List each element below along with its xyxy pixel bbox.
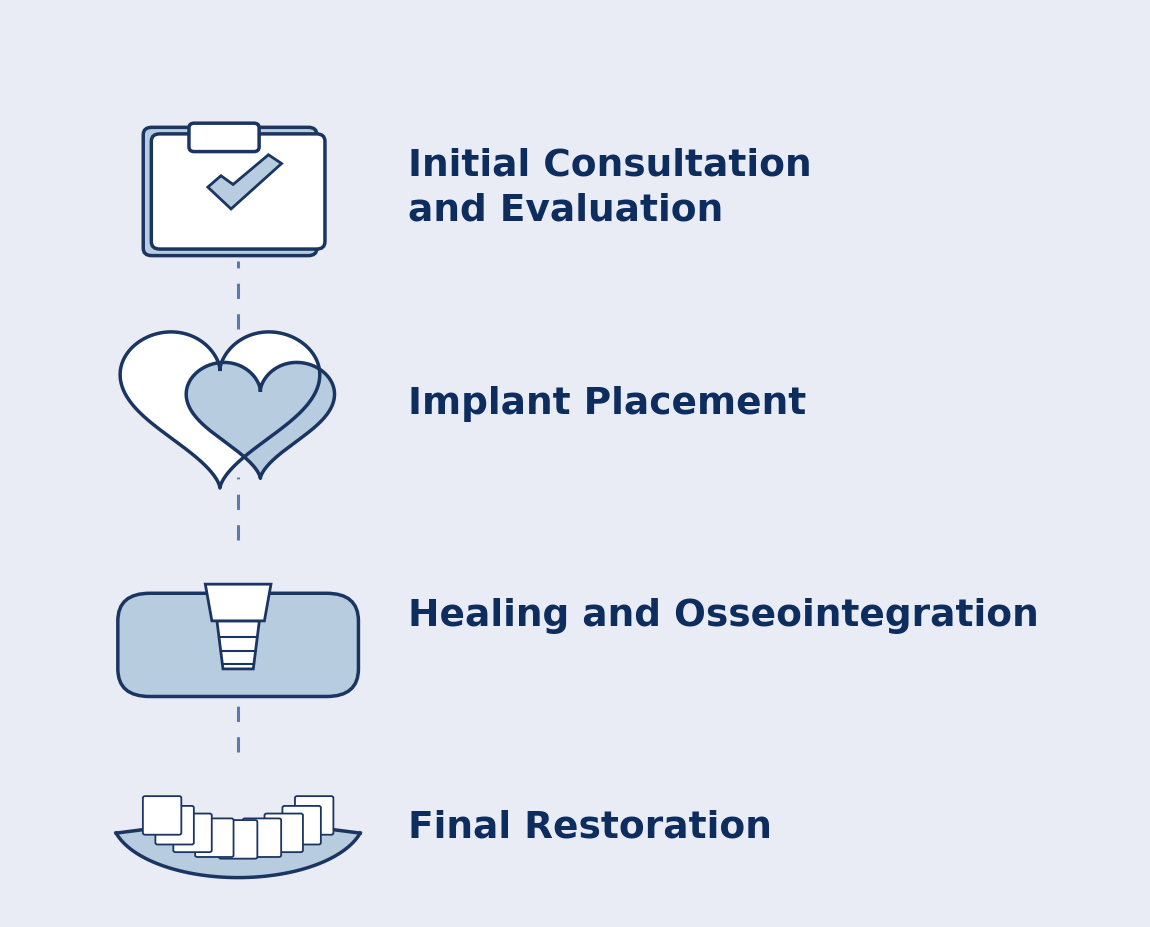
- FancyBboxPatch shape: [294, 796, 334, 835]
- FancyBboxPatch shape: [152, 134, 325, 249]
- FancyBboxPatch shape: [189, 124, 259, 152]
- FancyBboxPatch shape: [243, 819, 281, 857]
- FancyBboxPatch shape: [155, 806, 194, 844]
- Polygon shape: [217, 621, 260, 669]
- Polygon shape: [116, 827, 360, 878]
- Polygon shape: [208, 156, 282, 210]
- FancyBboxPatch shape: [144, 128, 317, 257]
- Polygon shape: [120, 333, 320, 489]
- FancyBboxPatch shape: [143, 796, 182, 835]
- Text: Healing and Osseointegration: Healing and Osseointegration: [408, 597, 1040, 633]
- Text: Final Restoration: Final Restoration: [408, 808, 772, 844]
- FancyBboxPatch shape: [5, 4, 1067, 923]
- FancyBboxPatch shape: [174, 814, 212, 852]
- FancyBboxPatch shape: [264, 814, 302, 852]
- FancyBboxPatch shape: [117, 593, 359, 697]
- FancyBboxPatch shape: [218, 820, 258, 858]
- Text: Initial Consultation
and Evaluation: Initial Consultation and Evaluation: [408, 147, 812, 229]
- Text: Implant Placement: Implant Placement: [408, 386, 806, 422]
- Polygon shape: [206, 585, 271, 621]
- FancyBboxPatch shape: [283, 806, 321, 844]
- FancyBboxPatch shape: [196, 819, 233, 857]
- Polygon shape: [186, 363, 335, 479]
